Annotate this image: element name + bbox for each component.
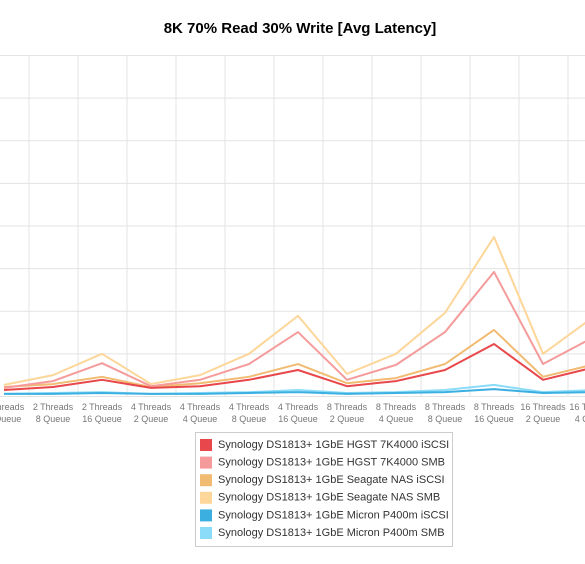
x-tick-label: 16 Threads 2 Queue [520,402,566,424]
x-tick-label: 2 Threads 8 Queue [33,402,74,424]
series-line [4,388,585,395]
legend-swatch [200,509,212,522]
legend-label: Synology DS1813+ 1GbE HGST 7K4000 SMB [218,457,445,469]
legend-box [195,432,453,547]
series-line [3,236,585,386]
x-tick-label: 8 Threads 8 Queue [425,402,466,424]
legend-swatch [200,456,212,469]
legend-label: Synology DS1813+ 1GbE Seagate NAS SMB [218,492,440,504]
x-tick-label: 4 Threads 4 Queue [180,402,221,424]
legend-label: Synology DS1813+ 1GbE Seagate NAS iSCSI [218,474,445,486]
x-tick-label: 8 Threads 4 Queue [376,402,417,424]
legend-swatch [200,527,212,539]
x-tick-label: 4 Threads 2 Queue [131,402,172,424]
legend-label: Synology DS1813+ 1GbE Micron P400m iSCSI [218,509,449,521]
legend-swatch [200,474,212,487]
legend-swatch [200,439,212,451]
x-tick-label: 8 Threads 16 Queue [474,402,515,424]
x-tick-label: 4 Threads 16 Queue [278,402,319,424]
series-line [3,342,585,392]
legend-label: Synology DS1813+ 1GbE HGST 7K4000 iSCSI [218,439,449,451]
x-tick-label: 8 Threads 2 Queue [327,402,368,424]
legend-swatch [200,491,212,504]
chart-title: 8K 70% Read 30% Write [Avg Latency] [164,20,437,37]
x-tick-label: 2 Threads 16 Queue [82,402,123,424]
x-tick-label: 4 Threads 8 Queue [229,402,270,424]
legend-label: Synology DS1813+ 1GbE Micron P400m SMB [218,527,445,539]
series-line [3,328,585,389]
series-line [3,270,585,389]
